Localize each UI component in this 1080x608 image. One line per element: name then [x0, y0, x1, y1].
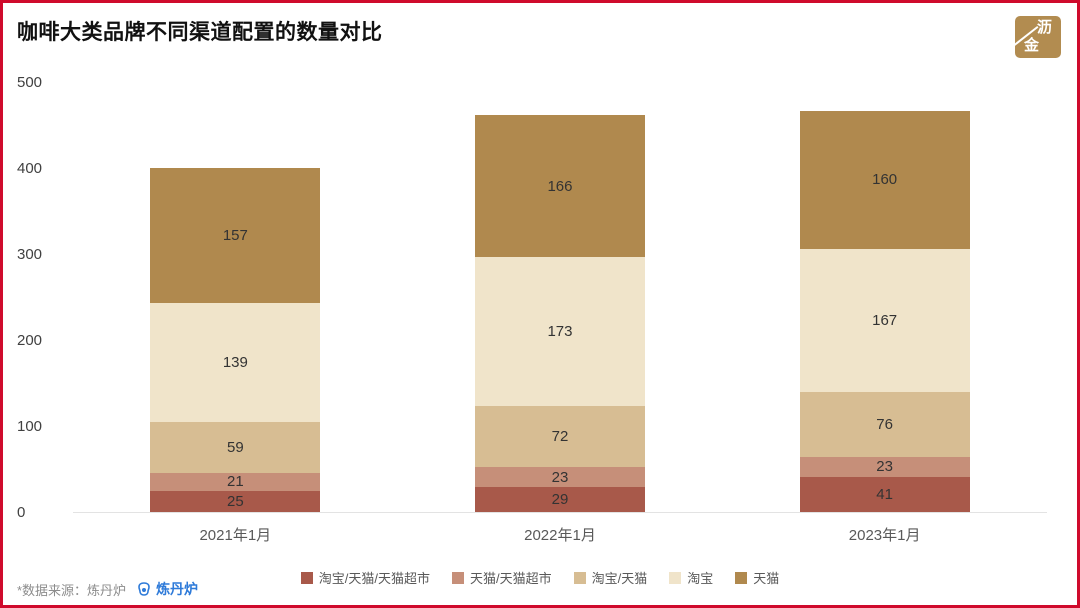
lijin-logo-char1: 沥	[1036, 19, 1052, 36]
segment-value-label: 76	[876, 416, 893, 433]
legend-swatch	[669, 571, 682, 584]
stacked-bar: 160 167 76 23 41	[799, 83, 970, 512]
stacked-bar: 157 139 59 21 25	[150, 83, 321, 512]
segment-value-label: 139	[222, 353, 248, 371]
page-title: 咖啡大类品牌不同渠道配置的数量对比	[17, 21, 383, 44]
legend-item: 淘宝/天猫/天猫超市	[300, 568, 430, 587]
segment-value-label: 25	[226, 492, 244, 510]
plot-area: 157 139 59 21 25 166 173 72 23 29 160 167 76 23 41	[73, 83, 1047, 513]
bar-segment: 29	[474, 487, 645, 512]
bar-segment: 21	[150, 472, 321, 491]
legend-swatch	[451, 571, 464, 584]
segment-value-label: 23	[876, 458, 893, 476]
y-tick-label: 500	[17, 74, 43, 91]
bar-segment: 166	[474, 114, 645, 258]
liandanlu-brand: 炼丹炉	[136, 579, 198, 599]
bar-segment: 23	[799, 457, 970, 477]
bar-segment: 72	[474, 405, 645, 468]
bar-segment: 41	[799, 476, 970, 512]
segment-value-label: 72	[551, 428, 569, 446]
legend-item: 淘宝/天猫	[573, 568, 648, 587]
segment-value-label: 59	[226, 438, 244, 456]
legend: 淘宝/天猫/天猫超市 天猫/天猫超市 淘宝/天猫 淘宝 天猫	[3, 568, 1077, 587]
legend-swatch	[573, 571, 586, 584]
x-category-label: 2023年1月	[848, 527, 921, 544]
x-category-label: 2022年1月	[524, 527, 596, 544]
legend-label: 天猫/天猫超市	[469, 571, 552, 586]
data-source-note: *数据来源：炼丹炉	[17, 582, 127, 598]
bar-segment: 139	[150, 302, 321, 422]
stacked-bar-chart: 0 100 200 300 400 500 157 139 59 21 25 166 173 72 23 2…	[17, 74, 1063, 546]
bar-segment: 76	[799, 391, 970, 458]
liandanlu-logo-icon	[138, 582, 150, 596]
bar-segment: 173	[474, 257, 645, 406]
segment-value-label: 157	[222, 226, 248, 244]
y-tick-label: 200	[17, 332, 43, 349]
footer: *数据来源：炼丹炉 炼丹炉	[17, 579, 198, 599]
liandanlu-brand-label: 炼丹炉	[156, 581, 199, 597]
legend-label: 天猫	[753, 571, 780, 586]
bar-segment: 25	[150, 490, 321, 512]
segment-value-label: 21	[226, 473, 244, 491]
y-tick-label: 100	[17, 418, 43, 435]
segment-value-label: 29	[551, 491, 569, 509]
y-tick-label: 300	[17, 246, 43, 263]
segment-value-label: 41	[876, 485, 893, 503]
legend-item: 天猫/天猫超市	[451, 568, 552, 587]
segment-value-label: 160	[872, 171, 898, 189]
header: 咖啡大类品牌不同渠道配置的数量对比 沥 金	[3, 3, 1077, 58]
y-tick-label: 400	[17, 160, 43, 177]
legend-label: 淘宝	[687, 571, 714, 586]
x-category-label: 2021年1月	[199, 527, 272, 544]
bar-segment: 160	[799, 111, 970, 249]
legend-swatch	[300, 571, 313, 584]
bar-segment: 59	[150, 421, 321, 473]
legend-item: 淘宝	[669, 568, 713, 587]
lijin-logo: 沥 金	[1015, 16, 1061, 58]
y-tick-label: 0	[17, 504, 26, 521]
stacked-bar: 166 173 72 23 29	[474, 83, 645, 512]
x-axis: 2021年1月 2022年1月 2023年1月	[73, 524, 1047, 545]
lijin-logo-char2: 金	[1024, 37, 1040, 54]
segment-value-label: 166	[547, 177, 573, 195]
segment-value-label: 167	[872, 311, 898, 329]
legend-swatch	[735, 571, 748, 584]
legend-label: 淘宝/天猫/天猫超市	[318, 571, 430, 586]
bar-segment: 167	[799, 248, 970, 392]
bar-segment: 157	[150, 167, 321, 303]
legend-label: 淘宝/天猫	[591, 571, 648, 586]
bar-segment: 23	[474, 467, 645, 488]
legend-item: 天猫	[735, 568, 779, 587]
segment-value-label: 173	[547, 322, 573, 340]
segment-value-label: 23	[551, 468, 569, 486]
